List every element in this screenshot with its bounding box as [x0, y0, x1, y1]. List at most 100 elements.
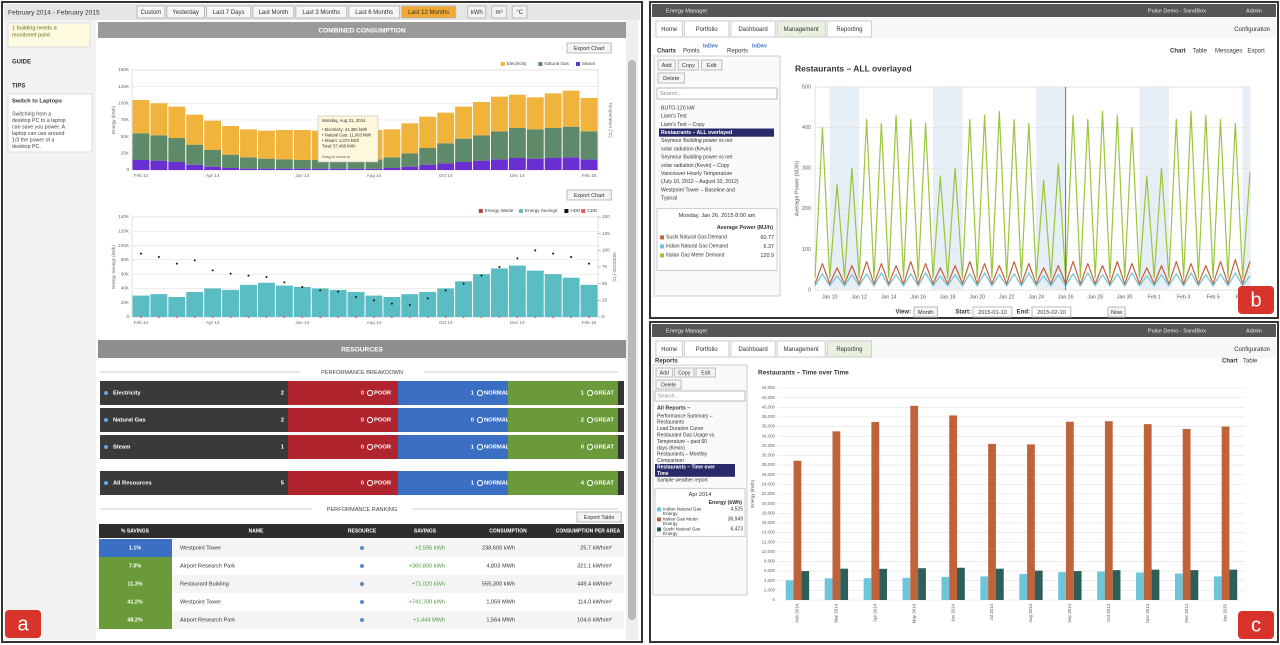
button-label[interactable]: Edit	[701, 370, 710, 376]
nav-tab[interactable]	[826, 20, 873, 38]
nav-label[interactable]: Configuration	[1234, 347, 1270, 353]
sub-tab[interactable]: Charts	[657, 49, 677, 55]
button[interactable]	[576, 511, 622, 523]
nav-tab[interactable]	[776, 20, 826, 38]
button[interactable]	[511, 5, 528, 19]
list-item[interactable]: Performance Summary –	[657, 413, 713, 419]
list-item[interactable]: (July 10, 2012 – August 10, 2012)	[661, 179, 739, 185]
button-label[interactable]: Add	[660, 370, 669, 376]
search-box[interactable]	[654, 390, 746, 402]
button-label[interactable]: Export Chart	[574, 193, 605, 199]
button-label[interactable]: Export Chart	[574, 46, 605, 52]
button[interactable]	[677, 59, 700, 71]
button[interactable]	[657, 59, 676, 71]
list-item[interactable]: BUTO-120 kW	[661, 105, 695, 111]
list-item[interactable]: days (Kevin)	[657, 445, 685, 451]
button[interactable]	[566, 42, 612, 54]
button[interactable]	[655, 379, 682, 390]
list-item[interactable]: Restaurants – Monthly	[657, 452, 708, 458]
nav-label[interactable]: Reporting	[836, 27, 862, 33]
list-item[interactable]: Vancouver Hourly Temperature	[661, 171, 732, 177]
button[interactable]	[566, 189, 612, 201]
button[interactable]	[348, 5, 401, 19]
list-item[interactable]: Restaurants – Time over	[657, 465, 715, 471]
button[interactable]	[701, 59, 723, 71]
list-item[interactable]: Time	[657, 471, 669, 477]
nav-label[interactable]: Dashboard	[738, 347, 767, 353]
button[interactable]	[1107, 306, 1126, 318]
view-tab[interactable]: Chart	[1222, 359, 1238, 365]
button-label[interactable]: Now	[1111, 310, 1123, 316]
button-label[interactable]: Custom	[141, 10, 162, 16]
view-tab[interactable]: Export	[1247, 49, 1265, 55]
button-label[interactable]: Last 6 Months	[355, 10, 393, 16]
sub-tab[interactable]: Points	[683, 49, 700, 55]
nav-label[interactable]: Portfolio	[696, 347, 719, 353]
button-label[interactable]: Yesterday	[172, 10, 198, 16]
list-item[interactable]: solar radiation (Kevin)	[661, 146, 712, 152]
button-label[interactable]: Copy	[682, 63, 695, 69]
button-label[interactable]: Last 7 Days	[213, 10, 245, 16]
button[interactable]	[401, 5, 457, 19]
button[interactable]	[657, 72, 685, 84]
list-item[interactable]: Restaurants – ALL overlayed	[661, 130, 732, 136]
nav-tab[interactable]	[826, 340, 873, 358]
button[interactable]	[972, 306, 1013, 318]
button[interactable]	[136, 5, 166, 19]
button[interactable]	[655, 367, 674, 378]
search-placeholder[interactable]: Search...	[660, 91, 682, 97]
list-item[interactable]: Restaurant Gas Usage vs	[657, 433, 715, 439]
button-label[interactable]: Last Month	[258, 10, 288, 16]
nav-tab[interactable]	[655, 20, 683, 38]
button-label[interactable]: °C	[516, 10, 523, 16]
list-item[interactable]: Seymour Building power vs net	[661, 138, 733, 144]
nav-tab[interactable]	[776, 340, 826, 358]
view-tab[interactable]: Messages	[1215, 49, 1242, 55]
list-item[interactable]: Sample weather report	[657, 477, 708, 483]
nav-tab[interactable]	[730, 20, 776, 38]
button[interactable]	[491, 5, 507, 19]
search-box[interactable]	[656, 87, 778, 100]
list-item[interactable]: Liam's Test – Copy	[661, 122, 705, 128]
button-label[interactable]: Month	[918, 310, 934, 316]
button[interactable]	[295, 5, 348, 19]
nav-tab[interactable]	[655, 340, 683, 358]
button[interactable]	[674, 367, 695, 378]
button-label[interactable]: 2015-02-10	[1037, 310, 1066, 316]
button-label[interactable]: Delete	[663, 76, 679, 82]
button-label[interactable]: Last 12 Months	[408, 10, 449, 16]
list-item[interactable]: solar radiation (Kevin) – Copy	[661, 163, 730, 169]
nav-label[interactable]: Dashboard	[738, 27, 767, 33]
nav-label[interactable]: Home	[661, 347, 678, 353]
sub-tab[interactable]: Reports	[727, 49, 748, 55]
nav-tab[interactable]	[683, 340, 730, 358]
list-item[interactable]: Temperature – past 60	[657, 439, 707, 445]
list-item[interactable]: Liam's Test	[661, 114, 687, 120]
nav-tab[interactable]	[683, 20, 730, 38]
list-item[interactable]: Westpoint Tower – Baseline and	[661, 187, 735, 193]
search-placeholder[interactable]: Search...	[658, 393, 679, 399]
list-item[interactable]: Load Duration Curve	[657, 426, 703, 432]
button-label[interactable]: Export Table	[584, 515, 614, 521]
button-label[interactable]: m³	[496, 10, 503, 16]
button-label[interactable]: kWh	[471, 10, 483, 16]
nav-label[interactable]: Reporting	[836, 347, 862, 353]
nav-label[interactable]: Portfolio	[696, 27, 719, 33]
list-item[interactable]: Restaurants	[657, 420, 684, 426]
button-label[interactable]: Copy	[678, 370, 691, 376]
nav-tab[interactable]	[730, 340, 776, 358]
list-item[interactable]: Comparison	[657, 458, 684, 464]
nav-label[interactable]: Configuration	[1234, 27, 1270, 33]
button-label[interactable]: 2015-01-10	[978, 310, 1007, 316]
list-item[interactable]: Seymour Building power vs net	[661, 155, 733, 161]
button-label[interactable]: Add	[662, 63, 672, 69]
button[interactable]	[695, 367, 716, 378]
button-label[interactable]: Delete	[661, 382, 676, 388]
button-label[interactable]: Last 3 Months	[302, 10, 340, 16]
list-item[interactable]: Typical	[661, 196, 677, 202]
nav-label[interactable]: Management	[784, 347, 819, 353]
button-label[interactable]: Edit	[707, 63, 717, 69]
button[interactable]	[467, 5, 487, 19]
button[interactable]	[166, 5, 206, 19]
button[interactable]	[913, 306, 938, 318]
